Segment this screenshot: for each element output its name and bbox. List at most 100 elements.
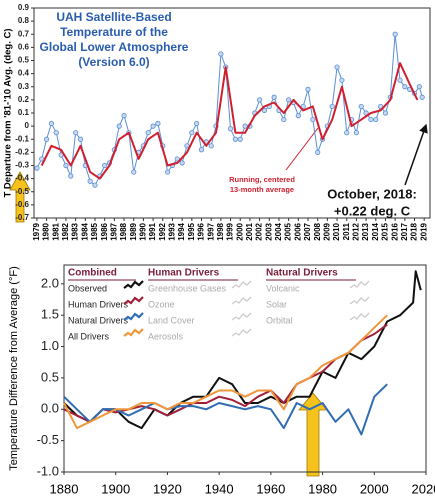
legend-entry: Human Drivers: [68, 299, 129, 309]
y-tick-label: 0.5: [41, 369, 59, 384]
legend-group-title: Human Drivers: [148, 268, 220, 279]
series-line: [63, 270, 422, 430]
y-tick-label: 0.2: [18, 95, 30, 104]
chart-title: UAH Satellite-Based: [56, 10, 171, 24]
y-tick-label: -0.6: [15, 200, 29, 209]
x-tick-label: 1983: [71, 222, 80, 240]
data-point: [198, 147, 205, 153]
annotation-pointer: [404, 123, 428, 186]
data-point: [174, 156, 180, 162]
annotation: 13-month average: [230, 185, 294, 194]
data-point: [194, 120, 200, 127]
legend-swatch: [231, 296, 252, 305]
annotation-pointer: [285, 127, 319, 171]
legend-swatch: [349, 312, 370, 321]
y-tick-label: 0.3: [18, 82, 30, 91]
x-tick-label: 2002: [255, 222, 264, 240]
data-point: [116, 123, 122, 129]
x-tick-label: 2019: [419, 222, 428, 240]
legend-swatch: [231, 280, 252, 289]
x-tick-label: 2004: [274, 222, 283, 240]
data-point: [53, 130, 59, 136]
y-tick-label: 0: [25, 121, 30, 130]
x-tick-label: 1984: [80, 222, 89, 240]
legend-swatch: [349, 296, 370, 305]
data-point: [63, 162, 69, 169]
y-tick-label: -0.5: [37, 432, 59, 447]
y-tick-label: -0.5: [15, 187, 29, 196]
data-point: [271, 94, 277, 100]
annotation: +0.22 deg. C: [334, 203, 411, 218]
x-tick-label: 2000: [360, 481, 389, 496]
data-point: [155, 120, 161, 127]
data-point: [232, 136, 238, 142]
x-tick-label: 2014: [371, 222, 380, 240]
data-point: [392, 31, 398, 37]
data-point: [77, 136, 84, 142]
y-tick-label: 0.4: [18, 69, 30, 78]
series-line: [40, 62, 419, 180]
data-point: [315, 149, 321, 155]
x-tick-label: 1979: [32, 222, 41, 240]
legend-entry: Ozone: [148, 299, 175, 309]
data-point: [242, 123, 248, 129]
y-tick-label: -0.7: [15, 213, 29, 222]
x-tick-label: 1900: [101, 481, 130, 496]
arrow-2: [298, 392, 328, 477]
data-point: [208, 143, 214, 149]
legend-entry: All Drivers: [68, 331, 110, 341]
x-tick-label: 1940: [205, 481, 234, 496]
data-point: [48, 120, 55, 127]
chart-title: Temperature of the: [60, 25, 168, 39]
data-point: [300, 103, 306, 110]
data-point: [179, 160, 185, 166]
data-point: [145, 130, 151, 136]
arrow-1: [9, 171, 31, 223]
legend-swatch: [123, 312, 144, 321]
x-tick-label: 2005: [284, 222, 293, 240]
y-tick-label: 0.8: [18, 16, 30, 25]
data-point: [102, 162, 108, 169]
annotation: October, 2018:: [327, 186, 417, 201]
y-axis-label: T Departure from '81-'10 Avg. (deg. C): [3, 28, 14, 197]
data-point: [87, 178, 93, 184]
data-point: [373, 116, 379, 123]
chart-title: Global Lower Atmosphere: [40, 40, 189, 54]
data-point: [256, 97, 263, 103]
x-tick-label: 1980: [308, 481, 337, 496]
data-point: [329, 103, 335, 110]
data-point: [310, 116, 316, 123]
y-tick-label: -0.4: [15, 174, 29, 183]
data-point: [339, 77, 345, 83]
x-tick-label: 2013: [361, 222, 370, 240]
series-line: [63, 383, 388, 436]
x-tick-label: 1998: [216, 222, 225, 240]
data-point: [397, 77, 403, 83]
data-point: [68, 173, 74, 179]
y-tick-label: 0.7: [18, 29, 30, 38]
legend-entry: Aerosols: [148, 331, 184, 341]
x-tick-label: 1986: [100, 222, 109, 240]
chart-title: (Version 6.0): [78, 55, 149, 69]
legend-entry: Volcanic: [266, 283, 300, 293]
data-point: [43, 136, 50, 142]
data-point: [353, 130, 360, 136]
legend-swatch: [123, 328, 144, 337]
data-point: [227, 126, 234, 132]
x-tick-label: 2010: [332, 222, 341, 240]
x-tick-label: 2012: [352, 222, 361, 240]
legend-entry: Orbital: [266, 315, 293, 325]
data-point: [261, 107, 268, 113]
x-tick-label: 1880: [50, 481, 79, 496]
data-point: [419, 94, 425, 100]
data-point: [218, 51, 224, 57]
x-tick-label: 2016: [390, 222, 399, 240]
x-tick-label: 2001: [245, 222, 254, 240]
y-tick-label: 0.0: [41, 401, 59, 416]
y-tick-label: 1.0: [41, 338, 59, 353]
legend-swatch: [123, 296, 144, 305]
data-point: [295, 113, 301, 119]
y-tick-label: -0.1: [15, 134, 29, 143]
